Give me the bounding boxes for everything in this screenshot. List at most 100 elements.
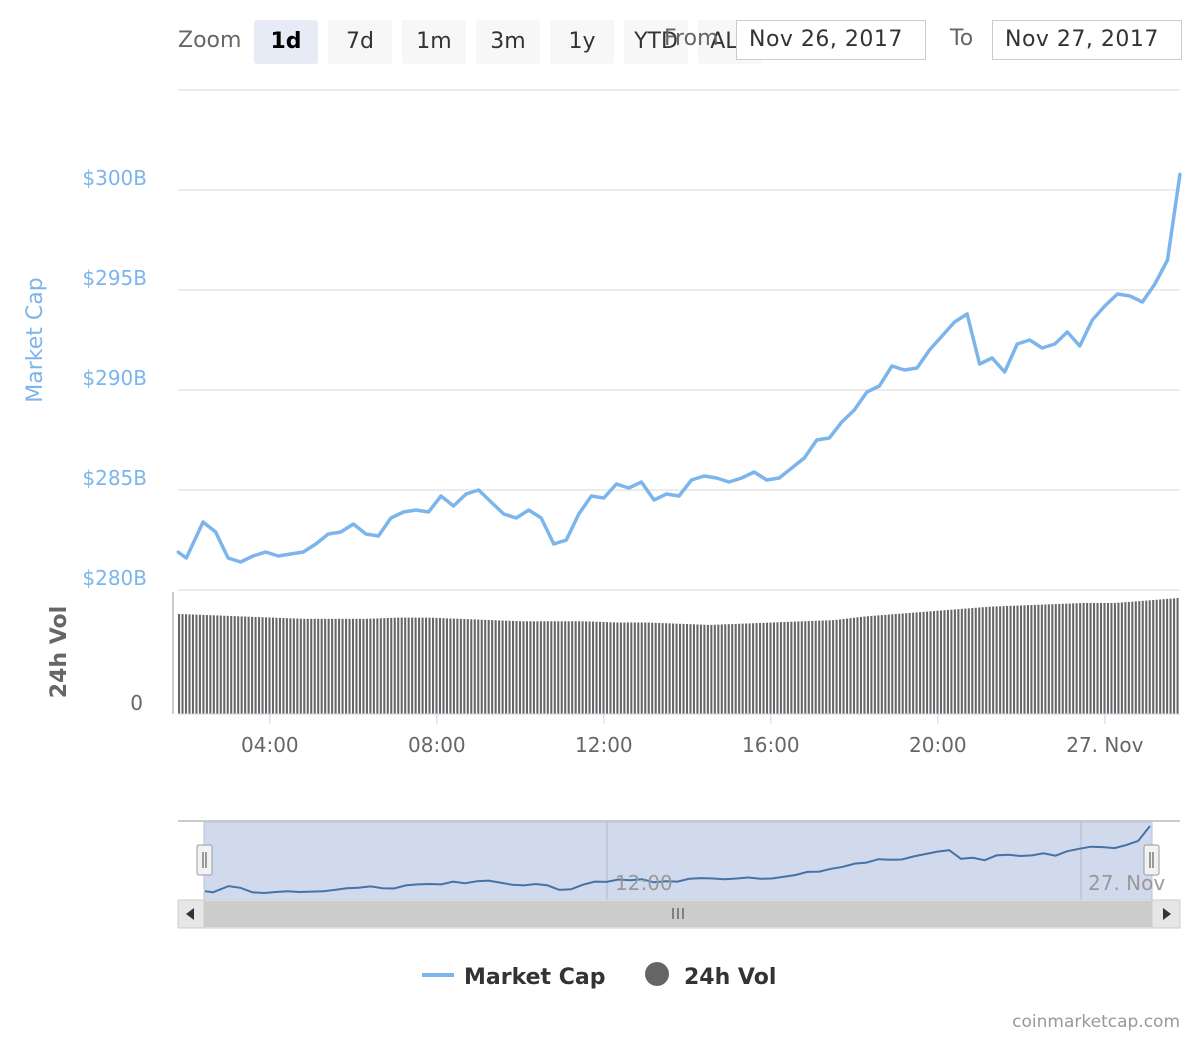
- market-cap-point: [602, 496, 606, 500]
- volume-bar: [929, 611, 932, 714]
- market-cap-point: [802, 456, 806, 460]
- volume-bar: [877, 615, 880, 714]
- volume-bar: [431, 617, 435, 714]
- market-cap-y-tick-label: $300B: [82, 166, 147, 190]
- volume-bar: [992, 606, 995, 714]
- volume-bar: [800, 621, 803, 714]
- volume-bar: [999, 606, 1002, 714]
- volume-bar: [546, 621, 549, 714]
- scroll-right-button[interactable]: [1151, 899, 1181, 929]
- volume-bar: [585, 621, 588, 714]
- volume-bar: [717, 624, 720, 714]
- legend-item-market-cap[interactable]: Market Cap: [422, 965, 605, 990]
- volume-bar: [939, 610, 943, 714]
- volume-bar: [188, 614, 191, 714]
- volume-bar: [592, 621, 595, 714]
- volume-bar: [644, 622, 647, 714]
- zoom-1y-button[interactable]: 1y: [550, 20, 614, 64]
- market-cap-point: [877, 384, 881, 388]
- from-label: From: [664, 26, 719, 51]
- volume-bar: [553, 621, 556, 714]
- volume-bar: [539, 621, 542, 714]
- volume-bar: [661, 623, 664, 714]
- volume-bar: [428, 617, 431, 714]
- volume-bar: [623, 622, 626, 714]
- volume-bar: [790, 621, 793, 714]
- from-date-input[interactable]: Nov 26, 2017: [736, 20, 926, 60]
- market-cap-point: [184, 556, 188, 560]
- volume-bar: [605, 622, 609, 714]
- volume-bar: [835, 619, 838, 714]
- market-cap-point: [351, 522, 355, 526]
- volume-bar: [470, 619, 473, 714]
- volume-bar: [967, 608, 970, 714]
- zoom-ytd-button[interactable]: YTD: [624, 20, 688, 64]
- zoom-1d-button[interactable]: 1d: [254, 20, 318, 64]
- volume-bar: [626, 622, 629, 714]
- volume-bar: [741, 623, 744, 714]
- market-cap-point: [1065, 330, 1069, 334]
- navigator-right-handle[interactable]: [1143, 844, 1160, 876]
- market-cap-point: [1153, 282, 1157, 286]
- volume-bar: [518, 621, 522, 714]
- volume-bar: [345, 618, 348, 714]
- volume-bar: [724, 624, 727, 714]
- volume-bar: [685, 624, 689, 714]
- volume-bar: [793, 621, 796, 714]
- volume-bar: [825, 620, 828, 714]
- volume-bar: [567, 621, 570, 714]
- volume-bar: [341, 618, 344, 714]
- volume-bar: [393, 617, 396, 714]
- volume-bar: [1141, 600, 1144, 714]
- market-cap-y-tick-label: $280B: [82, 566, 147, 590]
- volume-bar: [943, 610, 946, 714]
- zoom-3m-button[interactable]: 3m: [476, 20, 540, 64]
- navigator-series: [204, 825, 1151, 895]
- volume-bar: [278, 617, 281, 714]
- to-date-input[interactable]: Nov 27, 2017: [992, 20, 1182, 60]
- volume-bar: [978, 607, 981, 714]
- zoom-7d-button[interactable]: 7d: [328, 20, 392, 64]
- volume-bar: [418, 617, 421, 714]
- scrollbar[interactable]: [177, 899, 1181, 929]
- scroll-left-button[interactable]: [177, 899, 205, 929]
- volume-bar: [630, 622, 633, 714]
- credit-link[interactable]: coinmarketcap.com: [1012, 1012, 1180, 1032]
- volume-bar: [501, 620, 504, 714]
- volume-bar: [1124, 602, 1127, 714]
- navigator[interactable]: 12:00 27. Nov: [178, 820, 1180, 901]
- zoom-1m-button[interactable]: 1m: [402, 20, 466, 64]
- volume-bar: [755, 623, 758, 714]
- navigator-left-handle[interactable]: [196, 844, 213, 876]
- market-cap-point: [539, 516, 543, 520]
- volume-bar: [814, 620, 817, 714]
- market-cap-point: [552, 542, 556, 546]
- volume-bar: [974, 607, 977, 714]
- legend-item-24h-vol[interactable]: 24h Vol: [645, 962, 776, 990]
- volume-bar: [1040, 604, 1043, 714]
- volume-bar: [376, 618, 379, 714]
- volume-bar: [564, 621, 567, 714]
- volume-bar: [832, 620, 835, 714]
- volume-bar: [296, 618, 299, 714]
- volume-bar: [268, 617, 271, 714]
- volume-bar: [191, 614, 194, 714]
- market-cap-point: [502, 512, 506, 516]
- market-cap-point: [928, 348, 931, 352]
- volume-bar: [1138, 601, 1141, 714]
- volume-bar: [1002, 606, 1005, 714]
- volume-bar: [365, 618, 368, 714]
- volume-bar: [713, 624, 716, 714]
- volume-bar: [581, 621, 584, 714]
- volume-bar: [1155, 599, 1158, 714]
- volume-bar: [491, 620, 494, 714]
- volume-bar: [386, 617, 389, 714]
- volume-bar: [473, 619, 476, 714]
- volume-bar: [727, 624, 730, 714]
- volume-bar: [936, 610, 939, 714]
- volume-bar: [338, 618, 341, 714]
- volume-bar: [759, 622, 762, 714]
- market-cap-point: [990, 356, 994, 360]
- market-cap-point: [1078, 344, 1082, 348]
- volume-bar: [1054, 604, 1057, 714]
